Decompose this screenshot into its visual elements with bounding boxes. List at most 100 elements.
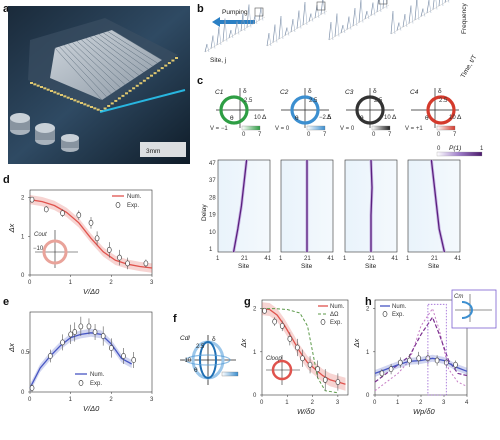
chip-pin	[135, 84, 139, 87]
waterfall-peak-edge	[366, 10, 370, 20]
chip-pin	[150, 74, 153, 77]
legend-num: Num.	[90, 372, 105, 378]
heatmap-1: 1 21 41 Site 47 37 28 19 10 1	[209, 159, 272, 270]
circle-theta: θ	[360, 115, 364, 122]
x-tick-label: 0	[373, 400, 377, 406]
circle-delta-label: δ	[243, 88, 247, 95]
x-tick-label: 0	[28, 397, 32, 403]
waterfall-peak-edge	[292, 18, 296, 33]
waterfall-peak-edge	[330, 21, 334, 41]
data-point	[29, 196, 35, 203]
data-point	[379, 370, 385, 377]
waterfall-peak	[252, 15, 256, 25]
chip-pin	[157, 69, 161, 72]
f-r25: 2.5	[196, 344, 205, 350]
inset-label: Cloop	[266, 356, 282, 362]
waterfall-peak	[314, 4, 318, 19]
chip-pin	[153, 72, 157, 75]
f-cdl-label: Cdl	[180, 335, 190, 342]
capacitor-row	[10, 113, 79, 152]
y-tick-label: 0	[366, 393, 370, 399]
waterfall-peak	[420, 8, 424, 17]
heatmap-xtick: 41	[454, 256, 461, 262]
heatmap-ytick: 19	[209, 213, 216, 219]
waterfall-peak	[370, 2, 374, 16]
waterfall-peak	[438, 0, 440, 7]
chip-pin	[110, 102, 114, 105]
chip-pin	[50, 90, 53, 92]
scale-bar-label: 3mm	[146, 148, 160, 155]
heatmap-xtick: 41	[391, 256, 398, 262]
chip-pin	[40, 86, 43, 88]
circle-cbar-lo: 0	[437, 132, 441, 138]
data-point	[29, 385, 35, 391]
y-tick-label: 2	[366, 307, 370, 313]
heatmap-xtick: 21	[431, 256, 438, 262]
waterfall-peak	[328, 21, 332, 41]
data-point	[60, 210, 65, 217]
heatmap-xlabel: Site	[365, 263, 377, 270]
chip-pin	[43, 87, 47, 90]
legend-num: Num.	[127, 194, 142, 200]
waterfall-peak	[382, 0, 385, 9]
x-axis-label: V/Δ0	[83, 287, 100, 296]
waterfall-peak	[402, 13, 406, 28]
x-tick-label: 0	[28, 280, 32, 286]
waterfall-peak-edge	[372, 2, 376, 16]
y-axis-label: Δx	[7, 343, 16, 353]
y-axis-label: Δx	[7, 223, 16, 233]
circle-colorbar	[241, 125, 261, 131]
circle-v-label: V = 0	[340, 126, 355, 132]
num-pink-line	[374, 307, 468, 392]
waterfall-peak	[278, 15, 282, 40]
x-axis-label: W/δ0	[297, 407, 315, 416]
chip-pin	[66, 96, 70, 99]
circle-v-label: V = −1	[210, 126, 228, 132]
waterfall-plot	[204, 0, 450, 53]
glow-line	[99, 89, 186, 113]
waterfall-peak-edge	[230, 29, 234, 39]
chip-pin	[56, 92, 60, 95]
heatmap-ylabel: Delay	[201, 204, 208, 221]
circle-cbar-hi: 7	[258, 132, 262, 138]
inset-label: Cout	[34, 232, 47, 238]
chip-pin	[103, 107, 107, 110]
panel-label-h: h	[365, 296, 372, 308]
x-tick-label: 3	[336, 400, 340, 406]
heatmap-xlabel: Site	[238, 263, 250, 270]
circle-cbar-hi: 7	[453, 132, 457, 138]
waterfall-peak	[334, 13, 338, 37]
data-point	[416, 355, 422, 362]
circle-r10: 10	[254, 115, 261, 121]
waterfall-peak	[258, 7, 262, 21]
panel-label-c: c	[197, 75, 203, 87]
circle-v-label: V = +1	[405, 126, 423, 132]
circle-theta: θ	[425, 115, 429, 122]
x-tick-label: 2	[109, 280, 113, 286]
x-tick-label: 3	[442, 400, 446, 406]
legend-exp-swatch	[320, 319, 326, 325]
heatmap-xlabel: Site	[428, 263, 440, 270]
waterfall-peak	[240, 12, 244, 32]
site-axis-label: Site, j	[210, 57, 226, 64]
waterfall-peak	[234, 21, 238, 35]
circle-Delta-label: Δ	[392, 114, 397, 121]
chip-pin	[117, 97, 121, 100]
chip-pin	[70, 98, 73, 100]
heatmap-xtick: 1	[216, 256, 220, 262]
scale-bar-box	[140, 142, 186, 157]
panel-label-d: d	[3, 174, 10, 186]
heatmap-4: 1 21 41 Site	[406, 159, 462, 270]
x-tick-label: 1	[285, 400, 289, 406]
waterfall-peak-edge	[304, 1, 308, 26]
waterfall-peak	[408, 5, 412, 24]
legend-exp: Exp.	[392, 312, 404, 318]
panel-a: a 3mm	[3, 3, 190, 164]
data-point	[88, 219, 94, 226]
f-rm10: −10	[181, 358, 192, 364]
num-line	[29, 199, 153, 269]
panel-label-g: g	[244, 296, 251, 308]
data-point	[76, 212, 82, 219]
panel-d: d 0 1 2 3 0 1 2 V/Δ0 Δx Num. Exp. Cout −10	[3, 174, 154, 296]
y-tick-label: 0	[21, 273, 25, 279]
